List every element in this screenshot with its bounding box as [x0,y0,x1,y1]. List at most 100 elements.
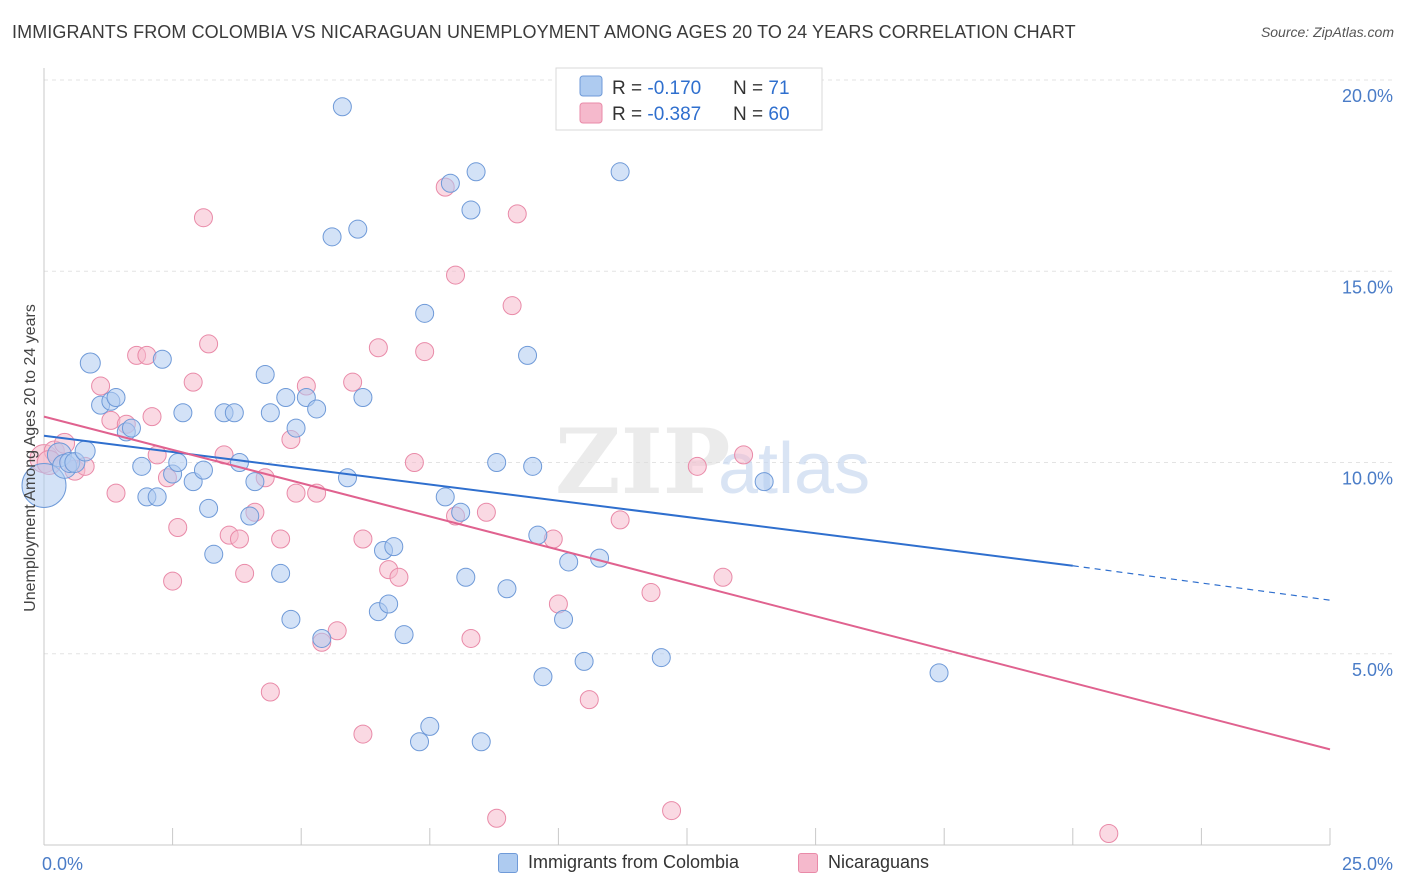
colombia-point [466,162,486,182]
colombia-point [497,579,517,599]
bottom-legend-label-colombia: Immigrants from Colombia [528,852,740,872]
colombia-point [574,651,594,671]
colombia-point [420,716,440,736]
colombia-point [456,567,476,587]
legend-n-value-nicaraguans: 60 [768,104,789,125]
nicaraguans-point [199,334,219,354]
bottom-legend-swatch-nicaraguans [798,852,818,873]
colombia-point [312,628,332,648]
colombia-point [286,418,306,438]
nicaraguans-point [713,567,733,587]
colombia-point [152,349,172,369]
colombia-point [415,303,435,323]
nicaraguans-point [163,571,183,591]
colombia-point [173,403,193,423]
y-tick-label: 10.0% [1342,469,1393,489]
colombia-point [276,387,296,407]
nicaraguans-point [353,529,373,549]
nicaraguans-point [476,502,496,522]
legend-r-value-colombia: -0.170 [647,78,701,99]
y-tick-label: 5.0% [1352,660,1393,680]
nicaraguans-trend-line [43,415,1331,751]
colombia-point [559,552,579,572]
colombia-point [610,162,630,182]
legend-r-label-nicaraguans: R = [612,104,647,125]
nicaraguans-point [507,204,527,224]
nicaraguans-point [235,563,255,583]
nicaraguans-point [193,208,213,228]
nicaraguans-point [415,342,435,362]
nicaraguans-point [487,808,507,828]
bottom-legend-nicaraguans[interactable]: Nicaraguans [798,852,929,873]
nicaraguans-point [91,376,111,396]
y-axis-label: Unemployment Among Ages 20 to 24 years [22,304,39,612]
nicaraguans-point [734,445,754,465]
colombia-point [322,227,342,247]
colombia-point [384,537,404,557]
nicaraguans-point [368,338,388,358]
colombia-point [410,732,430,752]
colombia-point [204,544,224,564]
colombia-point [651,648,671,668]
series-colombia [21,97,949,752]
y-tick-label: 20.0% [1342,86,1393,106]
nicaraguans-point [229,529,249,549]
nicaraguans-point [687,456,707,476]
x-tick-label: 0.0% [42,854,83,874]
chart-title: IMMIGRANTS FROM COLOMBIA VS NICARAGUAN U… [12,22,1076,42]
nicaraguans-point [389,567,409,587]
colombia-point [79,352,101,374]
colombia-point [518,345,538,365]
nicaraguans-point [662,801,682,821]
bottom-legend-colombia[interactable]: Immigrants from Colombia [498,852,739,873]
watermark: ZIP atlas [555,409,870,515]
colombia-point [240,506,260,526]
legend-swatch-colombia [579,75,603,97]
colombia-point [245,472,265,492]
colombia-point [528,525,548,545]
colombia-point [533,667,553,687]
legend-r-value-nicaraguans: -0.387 [647,104,701,125]
colombia-point [307,399,327,419]
colombia-point [260,403,280,423]
legend-n-label-colombia: N = [733,78,768,99]
svg-text:N = 60: N = 60 [733,104,790,125]
colombia-point [440,173,460,193]
legend-n-value-colombia: 71 [768,78,789,99]
colombia-point [224,403,244,423]
colombia-point [379,594,399,614]
svg-text:R = -0.387: R = -0.387 [612,104,701,125]
colombia-point [487,453,507,472]
nicaraguans-point [1099,824,1119,844]
svg-text:N = 71: N = 71 [733,78,790,99]
bottom-legend-swatch-colombia [498,852,518,873]
nicaraguans-point [286,483,306,503]
nicaraguans-point [183,372,203,392]
svg-text:R = -0.170: R = -0.170 [612,78,701,99]
trend-lines [43,415,1331,751]
colombia-point [435,487,455,507]
nicaraguans-point [610,510,630,530]
colombia-point [754,472,774,492]
colombia-point [106,387,126,407]
colombia-point [929,663,949,683]
x-tick-label: 25.0% [1342,854,1393,874]
nicaraguans-point [142,407,162,427]
colombia-point [147,487,167,507]
colombia-trend-extension [1072,565,1331,601]
colombia-point [132,456,152,476]
colombia-point [199,498,219,518]
nicaraguans-point [353,724,373,744]
colombia-point [332,97,352,117]
stats-legend: R = -0.170 N = 71 R = -0.387 N = 60 [555,67,823,131]
nicaraguans-point [343,372,363,392]
colombia-point [255,365,275,385]
nicaraguans-point [260,682,280,702]
legend-r-label-colombia: R = [612,78,647,99]
colombia-point [394,625,414,645]
legend-n-label-nicaraguans: N = [733,104,768,125]
nicaraguans-point [579,690,599,710]
colombia-point [353,387,373,407]
nicaraguans-point [461,628,481,648]
nicaraguans-point [327,621,347,641]
